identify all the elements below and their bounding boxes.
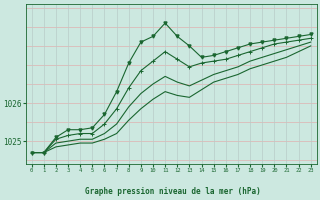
- Text: Graphe pression niveau de la mer (hPa): Graphe pression niveau de la mer (hPa): [85, 187, 261, 196]
